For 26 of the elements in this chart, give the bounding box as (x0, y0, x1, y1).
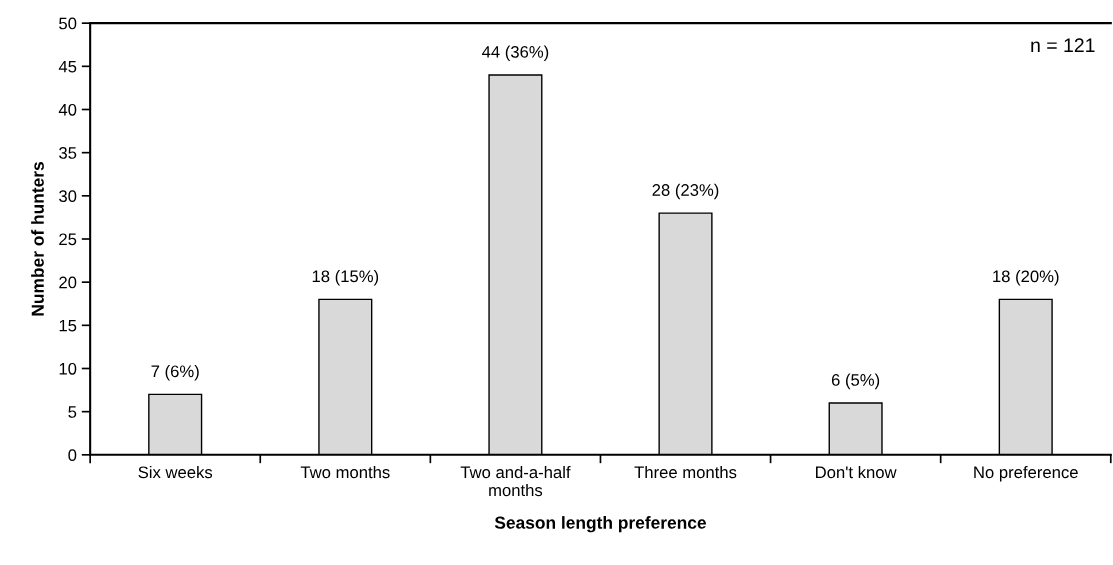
y-tick-label: 35 (59, 147, 77, 159)
x-tick-label: Six weeks (138, 465, 213, 479)
data-label: 28 (23%) (652, 183, 719, 200)
y-tick-label: 15 (59, 319, 77, 332)
x-tick-label: Two months (300, 465, 390, 479)
y-tick-label: 30 (59, 190, 77, 203)
data-label: 18 (15%) (312, 270, 379, 286)
data-label: 6 (5%) (831, 373, 880, 390)
y-tick-label: 50 (59, 17, 77, 30)
y-tick-label: 20 (59, 276, 77, 289)
y-tick-label: 5 (68, 406, 77, 418)
y-axis-title: Number of hunters (31, 162, 44, 316)
x-tick-label: Two and-a-half months (460, 465, 571, 497)
data-label: 44 (36%) (481, 45, 549, 62)
y-tick-label: 40 (58, 103, 77, 116)
y-tick-label: 25 (59, 233, 77, 246)
x-tick-label: No preference (974, 465, 1078, 482)
data-label: 7 (6%) (151, 364, 199, 381)
annotation: n = 121 (1031, 38, 1095, 52)
data-label: 18 (20%) (993, 270, 1059, 286)
y-tick-label: 0 (68, 449, 77, 462)
y-tick-label: 10 (59, 362, 77, 375)
y-tick-label: 45 (58, 60, 77, 73)
x-tick-label: Don't know (816, 465, 897, 479)
x-tick-label: Three months (634, 465, 737, 479)
x-axis-title: Season length preference (494, 516, 707, 533)
